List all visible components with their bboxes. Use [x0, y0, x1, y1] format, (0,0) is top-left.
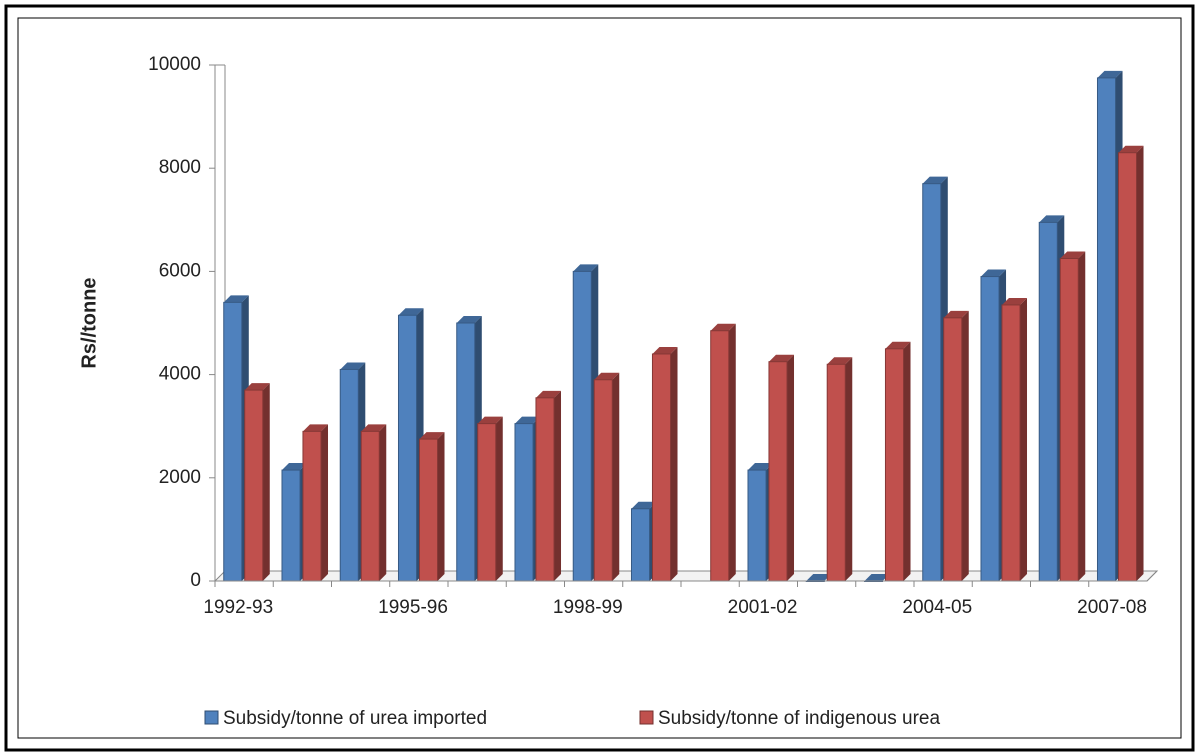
bar: [302, 430, 322, 582]
bar-top: [535, 390, 562, 398]
bar-top: [864, 574, 890, 581]
bar-side: [437, 432, 445, 581]
bar-side: [262, 383, 270, 581]
bar-top: [281, 463, 308, 471]
x-tick-label: 1992-93: [203, 597, 273, 618]
bar: [1117, 152, 1138, 582]
bar-side: [495, 416, 503, 581]
bar: [514, 423, 534, 582]
bar: [980, 276, 1000, 582]
bar-side: [554, 390, 562, 581]
bar-side: [787, 354, 795, 581]
bar: [456, 322, 476, 582]
bar-top: [827, 357, 853, 365]
bar-top: [477, 416, 503, 424]
bar-side: [1020, 297, 1028, 581]
bar: [943, 317, 963, 582]
bar-top: [419, 432, 445, 440]
bar: [360, 430, 380, 582]
bar: [651, 353, 672, 582]
bar-top: [710, 323, 736, 331]
bar: [630, 508, 651, 582]
bar: [1001, 304, 1021, 582]
bar: [826, 363, 846, 582]
bar: [593, 379, 613, 582]
bar-top: [361, 424, 387, 432]
bar: [477, 423, 497, 582]
bar-top: [922, 176, 948, 184]
bar-top: [302, 424, 329, 432]
bar-top: [398, 308, 424, 316]
bar-top: [631, 501, 657, 509]
bar: [1096, 77, 1117, 582]
bar-top: [1060, 251, 1086, 259]
bar: [1038, 221, 1058, 582]
bar: [535, 397, 555, 582]
x-tick-label: 2001-02: [728, 597, 798, 618]
bar-side: [612, 372, 620, 581]
y-tick-label: 8000: [159, 157, 201, 178]
inner-frame: [17, 17, 1182, 739]
bar-top: [1097, 70, 1123, 78]
bar: [768, 361, 788, 582]
y-tick-label: 10000: [148, 54, 201, 75]
bar-top: [806, 574, 832, 581]
bar: [747, 469, 767, 582]
x-tick-label: 1995-96: [378, 597, 448, 618]
bar-top: [652, 346, 678, 354]
bar-side: [903, 341, 911, 581]
bar: [223, 301, 243, 582]
bar-side: [961, 310, 969, 581]
y-tick-label: 0: [190, 570, 201, 591]
bar-top: [456, 316, 482, 323]
bar: [397, 314, 418, 582]
bar: [1059, 258, 1079, 582]
bar-top: [885, 341, 911, 349]
bar: [572, 270, 592, 582]
legend-label: Subsidy/tonne of urea imported: [223, 708, 487, 729]
bar-side: [1136, 145, 1144, 581]
bar-top: [514, 416, 541, 424]
x-tick-label: 2004-05: [902, 597, 972, 618]
bar-top: [340, 362, 366, 370]
bar-top: [943, 310, 969, 318]
y-axis-label: Rs//tonne: [78, 277, 100, 368]
bar-side: [845, 357, 853, 581]
frame: [4, 4, 1195, 752]
bar-side: [728, 323, 736, 581]
bar-top: [594, 372, 620, 380]
bar-top: [244, 383, 270, 391]
bar: [244, 389, 264, 582]
y-tick-label: 6000: [159, 260, 201, 281]
bar-top: [573, 264, 599, 272]
x-tick-label: 1998-99: [553, 597, 623, 618]
x-axis-end: [1146, 570, 1158, 582]
bar: [339, 368, 359, 582]
y-tick-label: 4000: [159, 364, 201, 385]
bar-top: [1118, 145, 1144, 153]
bar-top: [1039, 215, 1065, 223]
bar: [281, 469, 301, 582]
bar-side: [1078, 251, 1086, 581]
bar-top: [980, 269, 1007, 277]
legend-swatch: [639, 710, 654, 725]
x-tick-label: 2007-08: [1077, 597, 1147, 618]
bar: [884, 348, 905, 582]
y-tick-label: 2000: [159, 467, 201, 488]
bar-top: [768, 354, 795, 362]
bar: [418, 438, 439, 582]
bar-top: [1001, 297, 1028, 305]
legend-swatch: [204, 710, 219, 725]
bar-side: [321, 424, 329, 581]
bar-side: [379, 424, 387, 581]
bar-top: [747, 463, 774, 471]
legend-label: Subsidy/tonne of indigenous urea: [658, 708, 940, 729]
bar-top: [223, 295, 249, 303]
bar: [710, 330, 730, 582]
bar: [922, 183, 942, 582]
bar-side: [670, 346, 678, 581]
